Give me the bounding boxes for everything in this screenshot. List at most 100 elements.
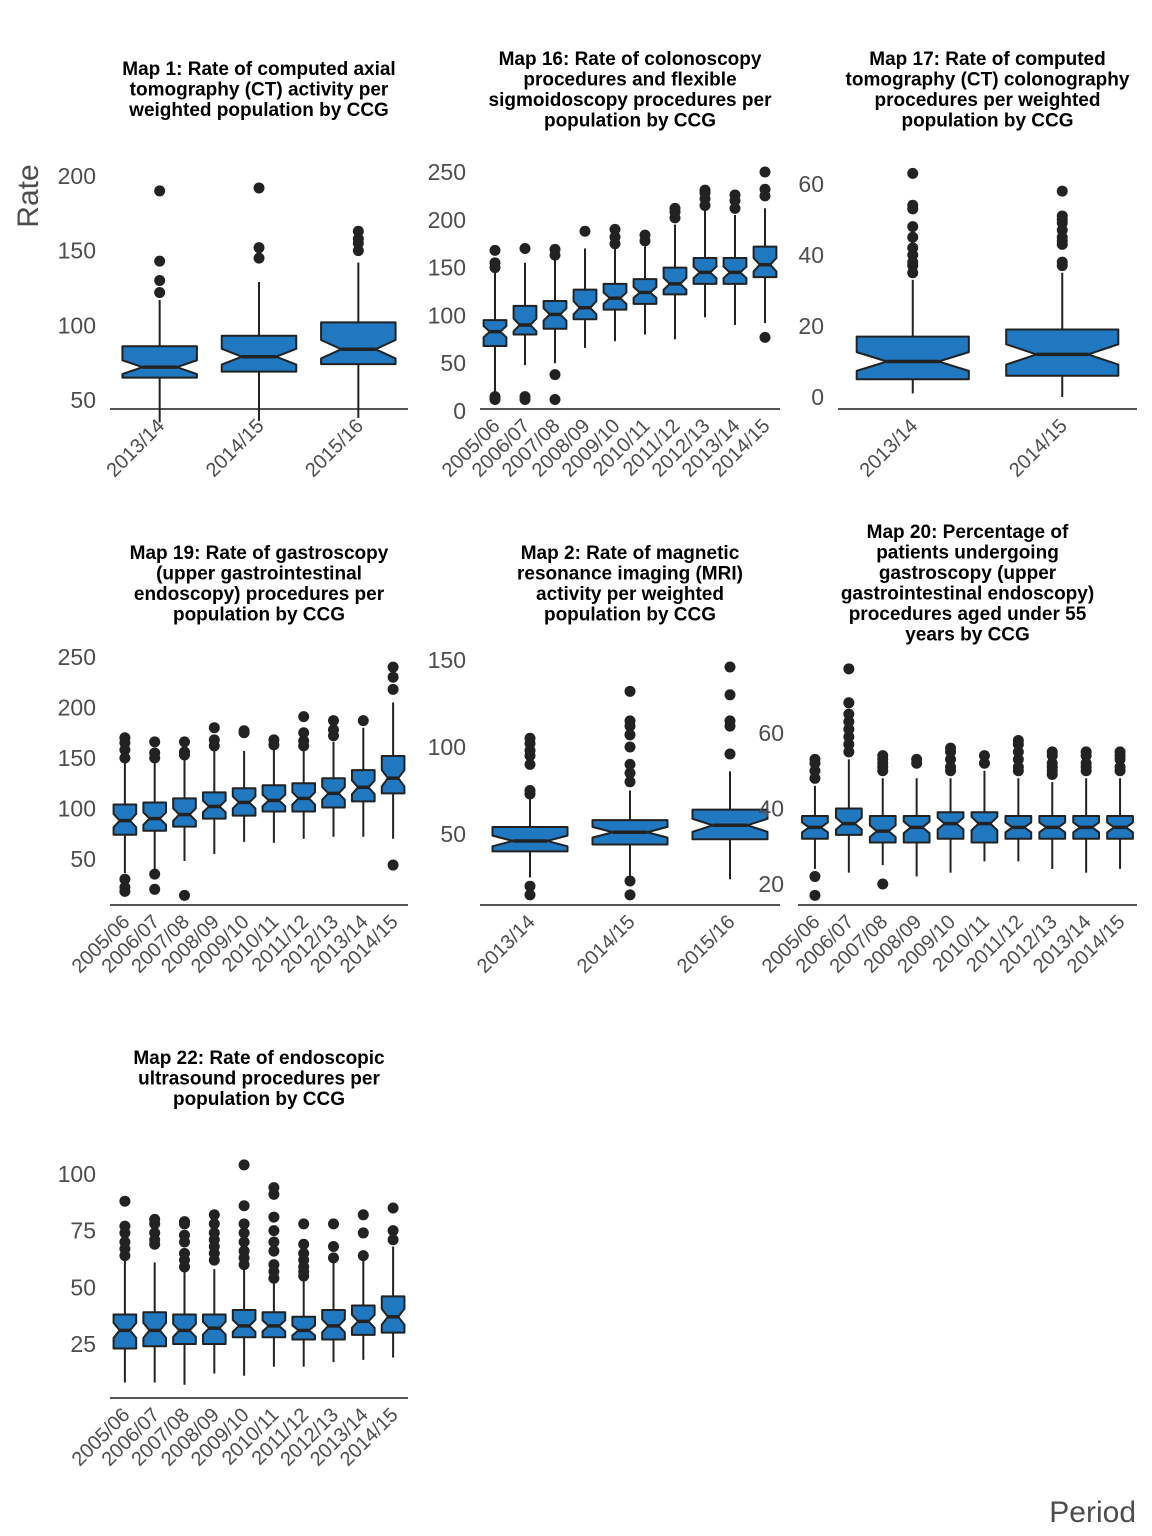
panel-title-line: population by CCG: [544, 111, 716, 132]
y-tick-label: 50: [440, 821, 466, 847]
y-tick-label: 100: [58, 1161, 96, 1187]
outlier-point: [524, 880, 536, 892]
outlier-point: [843, 697, 855, 709]
outlier-point: [907, 231, 919, 243]
panel-title-line: tomography (CT) colonography: [846, 70, 1130, 91]
x-tick-label: 2014/15: [202, 415, 269, 482]
box-2014/15: 2014/15: [573, 685, 669, 978]
outlier-point: [945, 753, 957, 765]
outlier-point: [907, 199, 919, 211]
y-tick-label: 50: [440, 350, 466, 376]
x-tick-label: 2013/14: [473, 911, 540, 978]
outlier-point: [179, 1216, 190, 1228]
outlier-point: [149, 868, 161, 880]
y-tick-label: 200: [428, 207, 466, 233]
outlier-point: [238, 1227, 250, 1239]
outlier-point: [549, 369, 561, 381]
box-body: [902, 815, 931, 844]
outlier-point: [843, 746, 855, 758]
outlier-point: [268, 1259, 280, 1271]
outlier-point: [624, 767, 636, 779]
outlier-point: [149, 747, 161, 759]
panel-4: Map 19: Rate of gastroscopy(upper gastro…: [58, 543, 408, 978]
outlier-point: [843, 663, 855, 675]
outlier-point: [843, 738, 855, 750]
panel-title-line: resonance imaging (MRI): [517, 564, 743, 585]
panel-title-line: procedures per weighted: [875, 90, 1101, 111]
outlier-point: [624, 685, 636, 697]
outlier-point: [945, 761, 957, 773]
outlier-point: [519, 242, 531, 254]
box-2014/15: 2014/15: [1005, 185, 1120, 482]
panel-title-line: ultrasound procedures per: [138, 1069, 380, 1090]
outlier-point: [253, 242, 265, 254]
outlier-point: [1046, 757, 1058, 769]
outlier-point: [387, 671, 399, 683]
box-body: [380, 754, 406, 795]
outlier-point: [387, 1234, 399, 1246]
y-tick-label: 200: [58, 695, 96, 721]
box-body: [512, 304, 538, 336]
outlier-point: [624, 741, 636, 753]
panel-1: Map 1: Rate of computed axialtomography …: [58, 59, 408, 482]
y-tick-label: 150: [428, 255, 466, 281]
outlier-point: [268, 1182, 280, 1194]
panel-title-line: Map 20: Percentage of: [867, 522, 1069, 543]
outlier-point: [149, 883, 161, 895]
box-body: [868, 815, 897, 844]
panel-title-line: endoscopy) procedures per: [134, 584, 385, 605]
box-2013/14: 2013/14: [103, 185, 198, 482]
y-tick-label: 25: [70, 1331, 96, 1357]
outlier-point: [489, 391, 501, 403]
outlier-point: [238, 1159, 250, 1171]
outlier-point: [759, 183, 771, 195]
outlier-point: [907, 167, 919, 179]
y-tick-label: 50: [70, 1274, 96, 1300]
outlier-point: [357, 1250, 369, 1262]
outlier-point: [624, 715, 636, 727]
x-tick-label: 2015/16: [673, 911, 740, 978]
box-body: [261, 784, 287, 813]
outlier-point: [1080, 746, 1092, 758]
box-body: [752, 245, 778, 279]
box-body: [172, 797, 197, 828]
panel-title-line: Map 16: Rate of colonoscopy: [499, 49, 762, 70]
outlier-point: [149, 1227, 161, 1239]
outlier-point: [624, 889, 636, 901]
outlier-point: [624, 875, 636, 887]
y-axis-label: Rate: [12, 164, 45, 227]
panel-title-line: procedures aged under 55: [849, 604, 1087, 625]
outlier-point: [624, 729, 636, 741]
outlier-point: [907, 221, 919, 233]
box-body: [291, 1315, 317, 1341]
outlier-point: [387, 683, 399, 695]
outlier-point: [238, 1218, 250, 1230]
outlier-point: [1012, 735, 1024, 747]
box-body: [855, 335, 970, 381]
outlier-point: [298, 1247, 310, 1259]
outlier-point: [843, 708, 855, 720]
outlier-point: [357, 715, 369, 727]
outlier-point: [549, 394, 561, 406]
outlier-point: [149, 1213, 161, 1225]
panel-title: Map 19: Rate of gastroscopy(upper gastro…: [130, 543, 389, 626]
outlier-point: [352, 225, 364, 237]
y-tick-label: 150: [58, 745, 96, 771]
y-tick-label: 0: [453, 398, 466, 424]
y-tick-label: 40: [798, 242, 824, 268]
outlier-point: [208, 734, 220, 746]
y-tick-label: 100: [428, 302, 466, 328]
outlier-point: [238, 1236, 250, 1248]
outlier-point: [154, 255, 166, 267]
box-2015/16: 2015/16: [301, 225, 397, 482]
outlier-point: [238, 1245, 250, 1257]
x-tick-label: 2014/15: [573, 911, 640, 978]
outlier-point: [328, 715, 339, 727]
outlier-point: [877, 750, 889, 762]
outlier-point: [387, 1202, 399, 1214]
y-tick-label: 0: [811, 384, 824, 410]
outlier-point: [1056, 185, 1068, 197]
